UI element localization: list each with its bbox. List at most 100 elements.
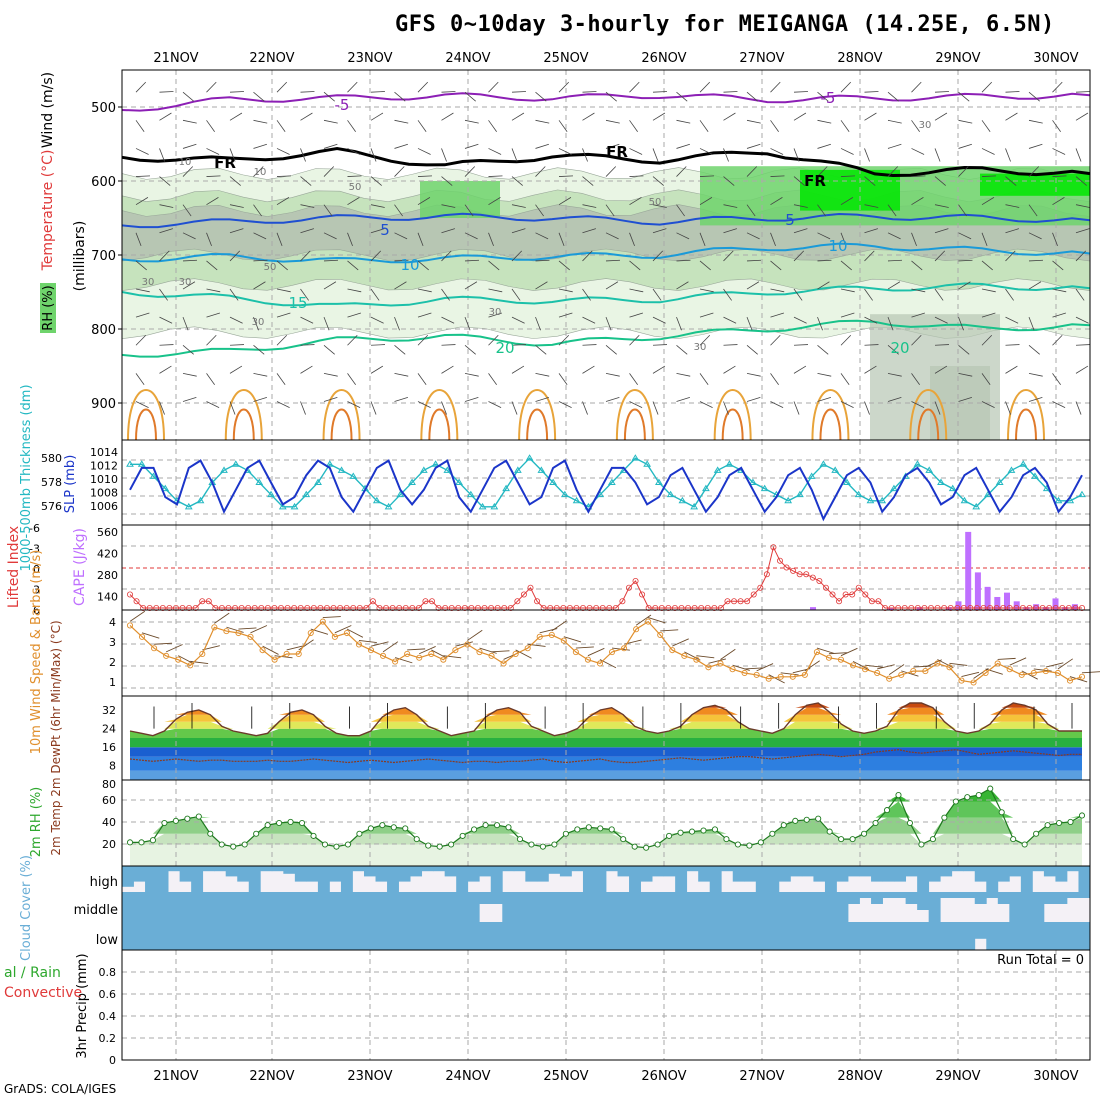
lifted-index-point — [140, 605, 147, 612]
lifted-index-point — [606, 605, 613, 612]
cloud-middle-bar — [1043, 892, 1056, 904]
contour-label: 5 — [380, 221, 390, 239]
wind-barb — [652, 365, 666, 374]
wind-barb — [394, 232, 408, 240]
wind-barb — [159, 112, 172, 121]
cloud-high-bar — [709, 866, 722, 892]
thickness-point — [890, 484, 898, 492]
cloud-middle-bar — [1032, 892, 1045, 922]
cape-bar — [1042, 607, 1049, 610]
wind-barb — [182, 317, 189, 331]
wind-barb — [159, 91, 174, 93]
wind-barb — [723, 344, 738, 346]
wind-barb — [840, 260, 852, 271]
wind-barb — [535, 317, 541, 331]
wind-barb — [1075, 288, 1085, 301]
wind-barb — [1052, 81, 1063, 93]
cloud-middle-bar — [352, 892, 365, 922]
warm-loop-inner — [232, 408, 255, 441]
cloud-low-bar — [1032, 922, 1045, 950]
rh-2m-point — [516, 836, 524, 843]
wind-barb — [793, 204, 808, 208]
wind-barb — [535, 143, 549, 149]
surface-wind-barb — [129, 610, 146, 622]
wind-barb — [1005, 228, 1019, 234]
lifted-index-point — [251, 605, 258, 612]
date-label-bottom: 23NOV — [347, 1069, 392, 1084]
wind-barb — [206, 148, 220, 155]
thickness-point — [866, 496, 875, 504]
wind-barb — [511, 176, 523, 186]
contour-label: 10 — [400, 256, 419, 274]
wind-barb — [676, 204, 685, 217]
axis-label-wind-10m: 10m Wind Speed & Barbs (m/s) — [29, 550, 44, 755]
wind-barb — [488, 148, 502, 155]
thickness-point — [666, 490, 675, 498]
lifted-index-point — [960, 605, 967, 612]
wind-barb — [417, 232, 424, 246]
axis-label-slp: SLP (mb) — [63, 455, 78, 514]
cloud-high-bar — [271, 866, 284, 872]
cloud-high-bar — [940, 866, 953, 877]
lifted-index-point — [731, 598, 738, 605]
date-label-bottom: 28NOV — [837, 1069, 882, 1084]
wind-barb — [793, 288, 803, 301]
cloud-high-bar — [283, 866, 296, 874]
wind-barb — [370, 316, 384, 324]
cloud-high-bar — [767, 866, 780, 892]
wind-barb — [887, 119, 902, 124]
wind-barb — [770, 81, 781, 93]
wind-barb — [229, 228, 244, 234]
wind-barb — [746, 344, 758, 355]
wind-barb — [911, 197, 924, 206]
wind-barb — [535, 91, 547, 102]
contour-label: 50 — [649, 197, 662, 208]
cloud-low-bar — [859, 922, 872, 950]
lifted-index-point — [836, 598, 843, 605]
wind-speed-point — [910, 668, 917, 675]
wind-barb — [887, 166, 899, 177]
wind-barb — [981, 260, 993, 271]
wind-barb — [840, 312, 855, 318]
contour-label: 5 — [785, 211, 795, 229]
wind-barb — [1028, 281, 1042, 290]
cloud-low-bar — [145, 922, 157, 950]
precip-tick-label: 0.8 — [99, 966, 117, 979]
warm-loop — [713, 389, 752, 441]
lifted-index-point — [547, 605, 554, 612]
temp-tick-label: 80 — [102, 778, 116, 791]
wind-barb — [699, 312, 714, 318]
rh-2m-point — [1033, 830, 1040, 837]
lifted-index-point — [1039, 605, 1046, 612]
thickness-point — [807, 472, 816, 479]
wind-barb — [323, 119, 338, 124]
wind-barb — [417, 120, 427, 132]
lifted-index-point — [166, 605, 173, 612]
wind-barb — [253, 204, 262, 217]
rh-2m-point — [562, 830, 569, 837]
surface-wind-barb — [587, 647, 605, 657]
rh-2m-point — [906, 819, 914, 827]
cape-bar — [1071, 604, 1078, 610]
warm-loop — [811, 389, 850, 441]
wind-barb — [370, 91, 386, 93]
wind-barb — [159, 228, 173, 234]
wind-barb — [605, 344, 617, 355]
cloud-low-bar — [640, 922, 653, 950]
wind-barb — [911, 260, 923, 271]
wind-barb — [347, 120, 356, 132]
cloud-high-bar — [294, 866, 307, 882]
thickness-tick-label: 576 — [41, 500, 62, 513]
wind-speed-point — [500, 660, 507, 667]
cloud-middle-bar — [214, 892, 227, 922]
wind-barb — [793, 401, 800, 415]
wind-barb — [723, 401, 729, 415]
wind-barb — [676, 344, 688, 355]
lifted-index-point — [862, 591, 869, 598]
thickness-point — [184, 502, 193, 510]
lifted-index-point — [376, 605, 383, 612]
wind-barb — [488, 260, 500, 271]
wind-speed-point — [428, 650, 435, 658]
cloud-low-bar — [317, 922, 330, 950]
surface-wind-barb — [431, 649, 448, 659]
